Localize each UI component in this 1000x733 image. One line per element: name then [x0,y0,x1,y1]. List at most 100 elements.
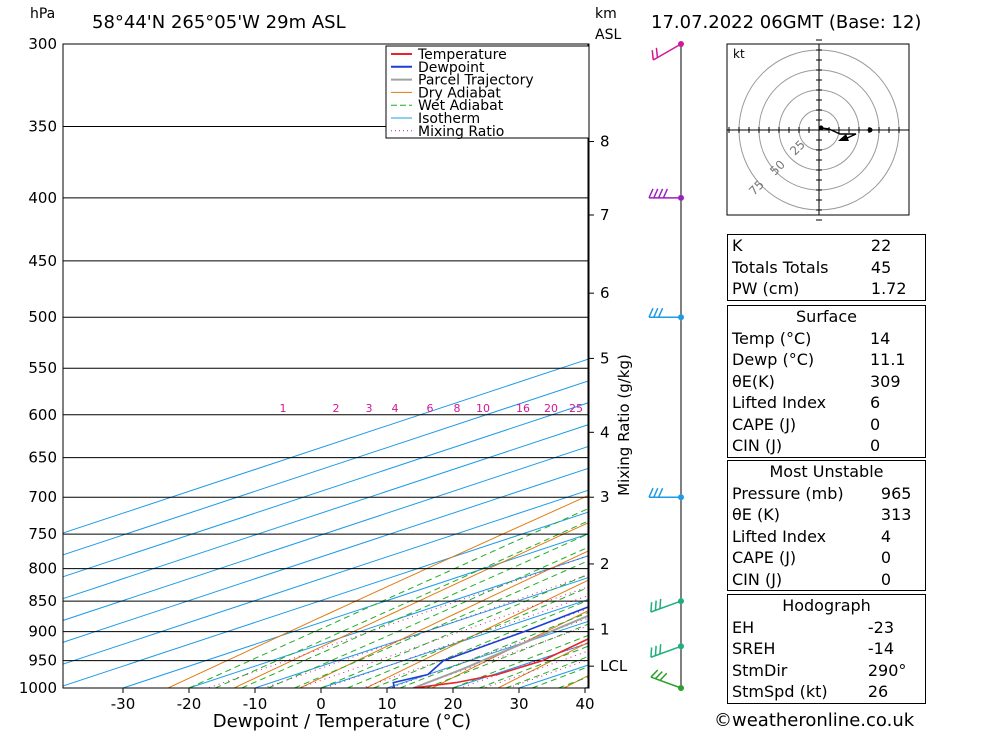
index-value: -14 [867,639,894,658]
height-tick-label: 6 [600,284,610,302]
dewpoint-line [392,605,589,688]
wind-barb [651,41,684,61]
legend-label: Mixing Ratio [418,124,504,140]
dry-adiabat-line [431,609,589,688]
pressure-tick-label: 900 [28,623,57,641]
wind-barb-feather [654,645,657,656]
index-value: 1.72 [870,279,907,298]
mixing-ratio-label: 25 [569,402,583,415]
pressure-tick-label: 400 [28,189,57,207]
wet-adiabat-line [373,599,589,688]
section-title: Surface [796,307,857,326]
mixing-ratio-label: 8 [454,402,461,415]
indices-basic: K 22 Totals Totals 45 PW (cm) 1.72 [727,234,926,301]
index-value: 22 [870,236,892,255]
legend-label: Dry Adiabat [418,85,501,101]
index-value: 0 [880,548,892,567]
wind-barb-feather [659,672,668,681]
plot-area [63,44,589,688]
mixing-ratio-label: 10 [476,402,490,415]
wind-barb-dot [678,685,684,691]
pressure-tick-label: 1000 [19,679,57,697]
index-value: 6 [869,393,881,412]
section-title: Most Unstable [769,462,884,481]
index-label: Lifted Index [732,526,827,546]
dry-adiabat-line [365,579,589,688]
legend-box [385,45,590,139]
pressure-unit: hPa [30,6,56,22]
wet-adiabat-line [347,586,589,688]
index-label: θE(K) [732,371,775,391]
wind-barb [648,307,684,321]
index-label: SREH [732,639,776,658]
wind-barb-feather [659,598,662,609]
index-label: CAPE (J) [732,548,797,567]
index-value: 0 [869,414,881,434]
wind-barb-feather [657,487,664,498]
pressure-tick-label: 500 [28,308,57,326]
index-value: 26 [867,682,889,701]
mixing-ratio-label: 6 [427,402,434,415]
height-tick-label: 5 [600,349,610,367]
height-tick-label: 8 [600,133,610,151]
index-value: 313 [880,505,912,524]
index-value: 290° [867,660,907,680]
legend-label: Dewpoint [418,60,485,76]
wind-barb-shaft [650,676,682,689]
index-row-tt: Totals Totals 45 [728,257,926,279]
mixing-ratio-line [299,586,589,688]
wind-barb [650,643,684,658]
x-axis-label: Dewpoint / Temperature (°C) [213,711,471,732]
x-tick-label: 30 [509,695,528,713]
hodograph-point [818,125,824,131]
wind-barb [648,487,684,501]
wind-barb-feather [657,307,664,318]
wind-barb-feather [654,671,663,680]
storm-motion-arrow [838,134,849,141]
x-tick-label: -20 [177,695,202,713]
indices-surface: Surface Temp (°C) 14 Dewp (°C) 11.1 θE(K) 3… [727,305,926,458]
hodograph-point [867,127,873,133]
pressure-tick-label: 850 [28,592,57,610]
section-title: Hodograph [782,596,871,615]
mixing-ratio-label: 16 [516,402,530,415]
pressure-tick-label: 650 [28,449,57,467]
location-title: 58°44'N 265°05'W 29m ASL [92,12,346,33]
dry-adiabat-line [167,494,589,688]
wet-adiabat-line [188,507,589,688]
x-tick-label: 0 [316,695,326,713]
index-value: 309 [869,371,901,391]
wind-barb-feather [648,188,654,199]
index-label: EH [732,617,755,637]
wind-barb-feather [653,188,659,199]
mixing-ratio-label: 20 [544,402,558,415]
wind-barb-feather [648,487,654,498]
wind-barb-feather [650,602,653,613]
wet-adiabat-line [320,573,589,688]
wind-barb-dot [678,194,684,201]
index-label: K [732,236,743,255]
index-label: CIN (J) [732,436,783,455]
mixing-ratio-label: 1 [280,402,287,415]
wind-barb-feather [650,669,659,678]
x-tick-label: 40 [575,695,594,713]
indices-most-unstable: Most Unstable Pressure (mb) 965 θE (K) 313… [727,460,926,591]
index-row-k: K 22 [728,235,926,257]
wind-barb-dot [678,643,684,650]
wind-barb [650,669,684,691]
height-tick-label: 7 [600,206,610,224]
isotherm-line [63,423,589,600]
pressure-tick-label: 550 [28,359,57,377]
pressure-tick-label: 600 [28,406,57,424]
isotherm-line [188,555,589,688]
mixing-ratio-axis-label: Mixing Ratio (g/kg) [615,354,633,496]
height-tick-label: 3 [600,488,610,506]
wind-barb-feather [653,307,659,318]
legend-label: Temperature [417,47,507,63]
wet-adiabat-line [268,546,589,688]
mixing-ratio-label: 2 [333,402,340,415]
parcel-trajectory-line [413,614,589,688]
isotherm-line [122,533,589,688]
